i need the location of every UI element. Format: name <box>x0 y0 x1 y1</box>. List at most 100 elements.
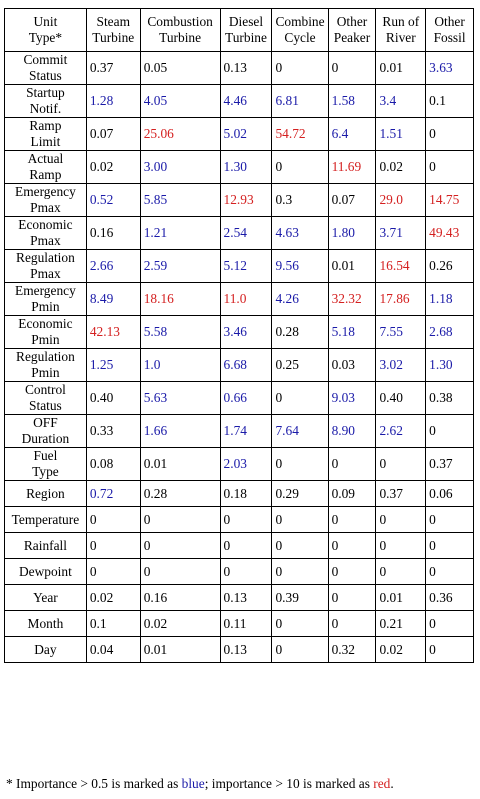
footnote-suffix: . <box>390 776 394 791</box>
value-cell: 3.46 <box>219 315 273 349</box>
value-cell: 0.37 <box>375 480 427 507</box>
value-cell: 0.07 <box>327 183 377 217</box>
value-cell: 0.05 <box>139 51 221 85</box>
value-cell: 0 <box>139 532 221 559</box>
label-line: Regulation <box>16 250 75 265</box>
value-cell: 0 <box>327 51 377 85</box>
row-label: Ramp Limit <box>4 117 87 151</box>
footnote-middle: ; importance > 10 is marked as <box>204 776 374 791</box>
row-label: Startup Notif. <box>4 84 87 118</box>
label-line: Pmin <box>31 299 60 314</box>
value-cell: 0 <box>271 532 329 559</box>
header-cell: Other Peaker <box>327 8 377 52</box>
value-cell: 0.21 <box>375 610 427 637</box>
value-cell: 5.02 <box>219 117 273 151</box>
value-cell: 42.13 <box>85 315 141 349</box>
value-cell: 0 <box>375 532 427 559</box>
value-cell: 0 <box>375 558 427 585</box>
value-cell: 0.02 <box>85 150 141 184</box>
value-cell: 0 <box>425 414 474 448</box>
value-cell: 0 <box>271 506 329 533</box>
value-cell: 3.02 <box>375 348 427 382</box>
value-cell: 0.04 <box>85 636 141 663</box>
value-cell: 0 <box>425 532 474 559</box>
value-cell: 1.30 <box>425 348 474 382</box>
label-line: Day <box>34 641 57 657</box>
value-cell: 0.01 <box>375 51 427 85</box>
value-cell: 0 <box>219 506 273 533</box>
value-cell: 16.54 <box>375 249 427 283</box>
row-label: Economic Pmax <box>4 216 87 250</box>
value-cell: 5.85 <box>139 183 221 217</box>
header-cell: Other Fossil <box>425 8 474 52</box>
value-cell: 12.93 <box>219 183 273 217</box>
label-line: Limit <box>30 134 61 149</box>
table-row: Regulation Pmax 2.66 2.59 5.12 9.56 0.01 16.54 0… <box>4 249 474 283</box>
label-line: Turbine <box>225 30 267 45</box>
table-row: Rainfall 0 0 0 0 0 0 0 <box>4 532 474 559</box>
label-line: Steam <box>96 14 130 29</box>
label-line: Turbine <box>92 30 135 45</box>
header-cell: Combustion Turbine <box>139 8 221 52</box>
footnote: * Importance > 0.5 is marked as blue; im… <box>6 776 394 792</box>
importance-table: Unit Type* Steam Turbine Combustion Turbine Di… <box>4 8 474 663</box>
value-cell: 2.68 <box>425 315 474 349</box>
value-cell: 7.64 <box>271 414 329 448</box>
value-cell: 0.16 <box>85 216 141 250</box>
header-cell: Diesel Turbine <box>219 8 273 52</box>
value-cell: 5.58 <box>139 315 221 349</box>
value-cell: 0.36 <box>425 584 474 611</box>
label-line: Startup <box>26 85 65 100</box>
value-cell: 0 <box>271 447 329 481</box>
table-row: Actual Ramp 0.02 3.00 1.30 0 11.69 0.02 0 <box>4 150 474 184</box>
label-line: Other <box>434 14 465 29</box>
value-cell: 0.02 <box>139 610 221 637</box>
label-line: Status <box>29 398 62 413</box>
label-line: Pmax <box>30 266 61 281</box>
value-cell: 1.51 <box>375 117 427 151</box>
label-line: Ramp <box>29 167 62 182</box>
value-cell: 0 <box>85 558 141 585</box>
value-cell: 54.72 <box>271 117 329 151</box>
value-cell: 18.16 <box>139 282 221 316</box>
label-line: Combine <box>275 14 325 29</box>
value-cell: 0.40 <box>375 381 427 415</box>
table-row: Temperature 0 0 0 0 0 0 0 <box>4 506 474 533</box>
value-cell: 0.08 <box>85 447 141 481</box>
value-cell: 0 <box>271 610 329 637</box>
value-cell: 0 <box>327 532 377 559</box>
value-cell: 0.06 <box>425 480 474 507</box>
value-cell: 1.18 <box>425 282 474 316</box>
label-line: Emergency <box>15 184 76 199</box>
label-line: Ramp <box>29 118 62 133</box>
value-cell: 1.66 <box>139 414 221 448</box>
label-line: Notif. <box>29 101 62 116</box>
value-cell: 6.4 <box>327 117 377 151</box>
value-cell: 0.18 <box>219 480 273 507</box>
label-line: Economic <box>18 316 73 331</box>
value-cell: 3.71 <box>375 216 427 250</box>
table-row: Year 0.02 0.16 0.13 0.39 0 0.01 0.36 <box>4 584 474 611</box>
value-cell: 0.26 <box>425 249 474 283</box>
value-cell: 0 <box>139 558 221 585</box>
value-cell: 2.54 <box>219 216 273 250</box>
value-cell: 0.25 <box>271 348 329 382</box>
label-line: Region <box>26 485 65 501</box>
value-cell: 0 <box>425 636 474 663</box>
value-cell: 4.26 <box>271 282 329 316</box>
value-cell: 0.01 <box>139 447 221 481</box>
value-cell: 2.03 <box>219 447 273 481</box>
label-line: OFF <box>33 415 58 430</box>
value-cell: 0 <box>375 447 427 481</box>
row-label: Emergency Pmax <box>4 183 87 217</box>
footnote-red-word: red <box>373 776 391 791</box>
value-cell: 2.59 <box>139 249 221 283</box>
value-cell: 0 <box>85 506 141 533</box>
value-cell: 0.16 <box>139 584 221 611</box>
table-row: Emergency Pmin 8.49 18.16 11.0 4.26 32.32 17.86… <box>4 282 474 316</box>
row-label: Month <box>4 610 87 637</box>
value-cell: 0.28 <box>139 480 221 507</box>
value-cell: 5.18 <box>327 315 377 349</box>
label-line: Status <box>29 68 62 83</box>
